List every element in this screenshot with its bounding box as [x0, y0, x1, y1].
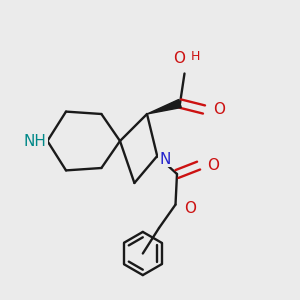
Text: O: O	[208, 158, 220, 172]
Text: O: O	[214, 102, 226, 117]
Text: H: H	[191, 50, 200, 63]
Text: N: N	[159, 152, 170, 166]
Polygon shape	[147, 100, 181, 114]
Text: O: O	[184, 201, 196, 216]
Text: O: O	[173, 51, 185, 66]
Text: NH: NH	[24, 134, 47, 148]
